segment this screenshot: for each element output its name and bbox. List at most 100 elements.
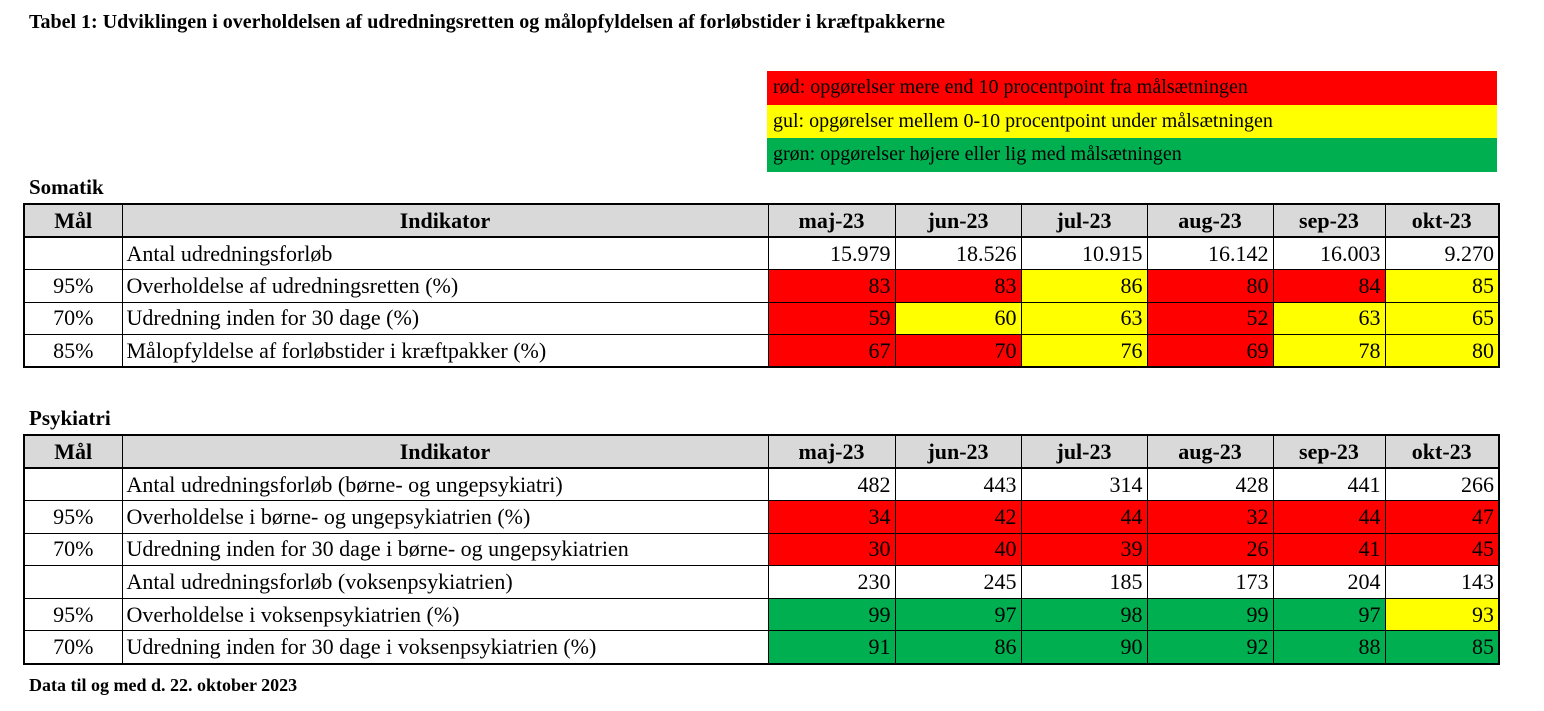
value-cell: 173: [1146, 565, 1274, 599]
value-cell: 83: [894, 269, 1022, 303]
column-header-month: okt-23: [1384, 434, 1500, 469]
value-cell: 44: [1272, 500, 1386, 534]
value-cell: 92: [1146, 630, 1274, 665]
value-cell: 266: [1384, 467, 1500, 502]
legend-item-red: rød: opgørelser mere end 10 procentpoint…: [767, 71, 1497, 105]
value-cell: 39: [1020, 532, 1148, 567]
value-cell: 67: [767, 334, 896, 369]
indicator-cell: Målopfyldelse af forløbstider i kræftpak…: [121, 334, 769, 369]
value-cell: 85: [1384, 269, 1500, 303]
column-header-month: sep-23: [1272, 203, 1386, 238]
table-header-row: Mål Indikator maj-23 jun-23 jul-23 aug-23 sep-…: [23, 203, 1500, 238]
value-cell: 69: [1146, 334, 1274, 369]
value-cell: 97: [894, 597, 1022, 632]
table-row: 95% Overholdelse i voksenpsykiatrien (%) 9…: [23, 597, 1500, 632]
value-cell: 99: [767, 597, 896, 632]
goal-cell: [23, 467, 123, 502]
value-cell: 41: [1272, 532, 1386, 567]
value-cell: 78: [1272, 334, 1386, 369]
legend-item-green: grøn: opgørelser højere eller lig med må…: [767, 138, 1497, 172]
column-header-month: aug-23: [1146, 203, 1274, 238]
value-cell: 99: [1146, 597, 1274, 632]
value-cell: 76: [1020, 334, 1148, 369]
legend-item-yellow: gul: opgørelser mellem 0-10 procentpoint…: [767, 104, 1497, 138]
value-cell: 245: [894, 565, 1022, 599]
somatik-table: Mål Indikator maj-23 jun-23 jul-23 aug-23 sep-…: [23, 203, 1500, 369]
value-cell: 70: [894, 334, 1022, 369]
goal-cell: [23, 565, 123, 599]
column-header-month: jun-23: [894, 203, 1022, 238]
table-row: Antal udredningsforløb (voksenpsykiatrie…: [23, 565, 1500, 599]
column-header-month: jul-23: [1020, 434, 1148, 469]
color-legend: rød: opgørelser mere end 10 procentpoint…: [767, 71, 1497, 172]
indicator-cell: Udredning inden for 30 dage i voksenpsyk…: [121, 630, 769, 665]
value-cell: 230: [767, 565, 896, 599]
value-cell: 98: [1020, 597, 1148, 632]
column-header-indicator: Indikator: [121, 203, 769, 238]
value-cell: 45: [1384, 532, 1500, 567]
goal-cell: 70%: [23, 630, 123, 665]
value-cell: 44: [1020, 500, 1148, 534]
value-cell: 97: [1272, 597, 1386, 632]
indicator-cell: Udredning inden for 30 dage i børne- og …: [121, 532, 769, 567]
value-cell: 93: [1384, 597, 1500, 632]
table-row: Antal udredningsforløb (børne- og ungeps…: [23, 467, 1500, 502]
value-cell: 443: [894, 467, 1022, 502]
value-cell: 60: [894, 301, 1022, 336]
indicator-cell: Antal udredningsforløb (børne- og ungeps…: [121, 467, 769, 502]
value-cell: 9.270: [1384, 236, 1500, 271]
value-cell: 32: [1146, 500, 1274, 534]
indicator-cell: Udredning inden for 30 dage (%): [121, 301, 769, 336]
value-cell: 88: [1272, 630, 1386, 665]
column-header-month: aug-23: [1146, 434, 1274, 469]
table-header-row: Mål Indikator maj-23 jun-23 jul-23 aug-23 sep-…: [23, 434, 1500, 469]
value-cell: 482: [767, 467, 896, 502]
value-cell: 34: [767, 500, 896, 534]
column-header-month: maj-23: [767, 203, 896, 238]
column-header-month: sep-23: [1272, 434, 1386, 469]
value-cell: 16.003: [1272, 236, 1386, 271]
value-cell: 15.979: [767, 236, 896, 271]
value-cell: 441: [1272, 467, 1386, 502]
psykiatri-table: Mål Indikator maj-23 jun-23 jul-23 aug-23 sep-…: [23, 434, 1500, 665]
value-cell: 83: [767, 269, 896, 303]
value-cell: 52: [1146, 301, 1274, 336]
column-header-month: maj-23: [767, 434, 896, 469]
value-cell: 80: [1146, 269, 1274, 303]
page-title: Tabel 1: Udviklingen i overholdelsen af …: [29, 11, 945, 33]
value-cell: 204: [1272, 565, 1386, 599]
value-cell: 90: [1020, 630, 1148, 665]
value-cell: 26: [1146, 532, 1274, 567]
section-title-psykiatri: Psykiatri: [29, 406, 111, 430]
column-header-month: okt-23: [1384, 203, 1500, 238]
table-row: 95% Overholdelse i børne- og ungepsykiatr…: [23, 500, 1500, 534]
table-row: 70% Udredning inden for 30 dage i voksenp…: [23, 630, 1500, 665]
column-header-goal: Mål: [23, 434, 123, 469]
value-cell: 63: [1272, 301, 1386, 336]
value-cell: 86: [894, 630, 1022, 665]
value-cell: 42: [894, 500, 1022, 534]
table-row: 85% Målopfyldelse af forløbstider i kræft…: [23, 334, 1500, 369]
goal-cell: 70%: [23, 301, 123, 336]
value-cell: 314: [1020, 467, 1148, 502]
value-cell: 10.915: [1020, 236, 1148, 271]
goal-cell: 95%: [23, 269, 123, 303]
table-row: 70% Udredning inden for 30 dage (%) 59 60 63…: [23, 301, 1500, 336]
value-cell: 59: [767, 301, 896, 336]
value-cell: 80: [1384, 334, 1500, 369]
value-cell: 91: [767, 630, 896, 665]
goal-cell: 95%: [23, 597, 123, 632]
column-header-indicator: Indikator: [121, 434, 769, 469]
value-cell: 40: [894, 532, 1022, 567]
goal-cell: 85%: [23, 334, 123, 369]
goal-cell: 95%: [23, 500, 123, 534]
column-header-goal: Mål: [23, 203, 123, 238]
column-header-month: jul-23: [1020, 203, 1148, 238]
data-footnote: Data til og med d. 22. oktober 2023: [29, 675, 298, 695]
value-cell: 65: [1384, 301, 1500, 336]
indicator-cell: Overholdelse af udredningsretten (%): [121, 269, 769, 303]
indicator-cell: Overholdelse i børne- og ungepsykiatrien…: [121, 500, 769, 534]
value-cell: 85: [1384, 630, 1500, 665]
value-cell: 30: [767, 532, 896, 567]
table-row: 70% Udredning inden for 30 dage i børne- …: [23, 532, 1500, 567]
